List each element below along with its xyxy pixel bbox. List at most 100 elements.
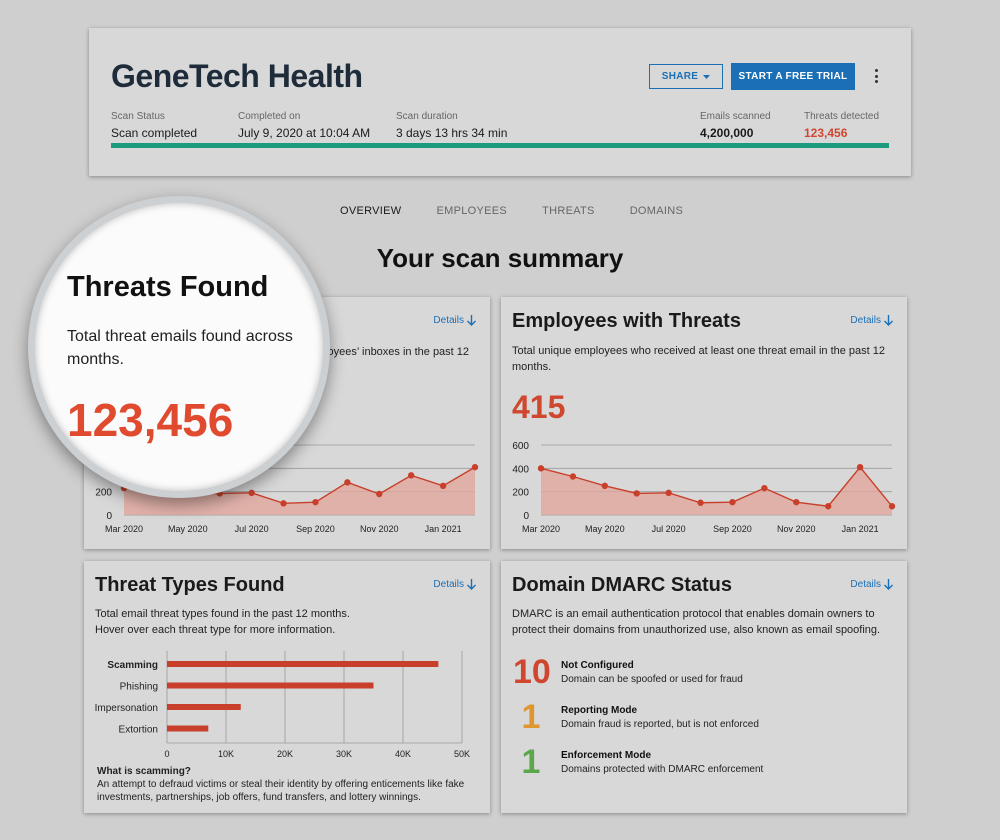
- panel-title: Employees with Threats: [512, 310, 741, 332]
- y-tick-label: 0: [106, 511, 112, 522]
- dmarc-status-panel: Domain DMARC Status Details DMARC is an …: [501, 561, 907, 813]
- share-label: SHARE: [661, 71, 699, 82]
- bar: [167, 682, 374, 689]
- scan-header-card: GeneTech Health SHARE START A FREE TRIAL…: [89, 28, 911, 176]
- y-tick-label: 400: [512, 464, 529, 475]
- overview-tabs: OVERVIEW EMPLOYEES THREATS DOMAINS: [340, 205, 718, 217]
- tab-overview[interactable]: OVERVIEW: [340, 205, 402, 217]
- magnifier-lens: Threats Found Total threat emails found …: [35, 203, 323, 491]
- share-button[interactable]: SHARE: [649, 64, 723, 89]
- dmarc-status-title: Not Configured: [561, 660, 634, 671]
- x-tick-label: Nov 2020: [360, 524, 399, 534]
- arrow-down-icon: [884, 315, 893, 326]
- scamming-explanation-title: What is scamming?: [97, 766, 191, 777]
- bar: [167, 704, 241, 710]
- details-label: Details: [850, 315, 881, 326]
- start-free-trial-button[interactable]: START A FREE TRIAL: [731, 63, 855, 90]
- panel-description: Total unique employees who received at l…: [512, 345, 886, 373]
- magnifier-callout: Threats Found Total threat emails found …: [28, 196, 330, 498]
- panel-description: DMARC is an email authentication protoco…: [512, 608, 881, 636]
- data-point: [729, 498, 736, 506]
- x-tick-label: Mar 2020: [105, 524, 143, 534]
- data-point: [856, 463, 864, 471]
- panel-description: Total email threat types found in the pa…: [95, 608, 350, 636]
- stat-value: Scan completed: [111, 126, 198, 140]
- details-link[interactable]: Details: [850, 579, 893, 590]
- x-tick-label: 50K: [454, 749, 470, 759]
- stat-label: Threats detected: [804, 111, 880, 122]
- dmarc-status-desc: Domain fraud is reported, but is not enf…: [561, 719, 759, 730]
- threat-types-panel: Threat Types Found Details Total email t…: [84, 561, 490, 813]
- dmarc-status-title: Enforcement Mode: [561, 750, 652, 761]
- x-tick-label: Jul 2020: [235, 524, 269, 534]
- x-tick-label: Jan 2021: [842, 524, 879, 534]
- category-label: Extortion: [119, 725, 158, 736]
- bar: [167, 725, 209, 732]
- tab-employees[interactable]: EMPLOYEES: [436, 205, 508, 217]
- x-tick-label: 40K: [395, 749, 411, 759]
- stat-value: 3 days 13 hrs 34 min: [396, 126, 508, 140]
- x-tick-label: 0: [164, 749, 169, 759]
- stat-label: Completed on: [238, 111, 301, 122]
- dmarc-count: 1: [521, 698, 541, 736]
- stat-scan-status: Scan Status Scan completed: [111, 111, 197, 140]
- arrow-down-icon: [467, 315, 476, 326]
- area-fill: [124, 467, 475, 515]
- y-tick-label: 200: [512, 488, 529, 499]
- category-label: Phishing: [120, 682, 158, 693]
- panel-title: Domain DMARC Status: [512, 574, 733, 596]
- data-point: [407, 472, 415, 479]
- stat-value: July 9, 2020 at 10:04 AM: [238, 126, 371, 140]
- dmarc-enforcement-mode: 1 Enforcement Mode Domains protected with…: [513, 743, 764, 782]
- y-tick-label: 200: [95, 488, 112, 499]
- panel-title: Threat Types Found: [95, 574, 285, 596]
- data-point: [344, 479, 351, 486]
- x-tick-label: Sep 2020: [713, 524, 752, 534]
- employees-count: 415: [512, 389, 566, 425]
- data-point: [761, 484, 768, 492]
- data-point: [793, 498, 800, 506]
- threats-found-title: Threats Found: [67, 271, 269, 303]
- more-options-icon[interactable]: [871, 66, 881, 86]
- data-point: [439, 482, 447, 490]
- company-name: GeneTech Health: [111, 58, 363, 94]
- series-line: [540, 466, 893, 507]
- details-link[interactable]: Details: [850, 315, 893, 326]
- details-link[interactable]: Details: [433, 579, 476, 590]
- threats-found-count: 123,456: [67, 394, 234, 446]
- data-point: [569, 473, 577, 480]
- threats-found-description: Total threat emails found across months.: [67, 328, 293, 368]
- scan-progress-bar: [111, 143, 889, 148]
- area-fill: [541, 467, 892, 515]
- dmarc-reporting-mode: 1 Reporting Mode Domain fraud is reported…: [513, 698, 759, 737]
- stat-scan-duration: Scan duration 3 days 13 hrs 34 min: [396, 111, 507, 140]
- data-point: [248, 489, 255, 497]
- details-label: Details: [433, 315, 464, 326]
- data-point: [312, 498, 319, 506]
- data-point: [601, 482, 609, 490]
- bar: [167, 661, 439, 667]
- details-label: Details: [850, 579, 881, 590]
- stat-completed-on: Completed on July 9, 2020 at 10:04 AM: [238, 111, 370, 140]
- x-tick-label: 30K: [336, 749, 352, 759]
- data-point: [888, 503, 896, 510]
- y-tick-label: 600: [512, 441, 529, 452]
- dmarc-not-configured: 10 Not Configured Domain can be spoofed o…: [513, 653, 743, 692]
- stat-label: Emails scanned: [700, 111, 771, 122]
- x-tick-label: Jul 2020: [652, 524, 686, 534]
- tab-domains[interactable]: DOMAINS: [629, 205, 684, 217]
- data-point: [697, 499, 704, 506]
- x-tick-label: May 2020: [585, 524, 625, 534]
- details-link[interactable]: Details: [433, 315, 476, 326]
- data-point: [537, 465, 545, 472]
- x-tick-label: 10K: [218, 749, 234, 759]
- section-title: Your scan summary: [376, 243, 624, 273]
- category-label: Scamming: [107, 660, 158, 671]
- y-tick-label: 0: [523, 511, 529, 522]
- dmarc-status-desc: Domain can be spoofed or used for fraud: [561, 674, 743, 685]
- data-point: [665, 489, 672, 497]
- x-tick-label: Nov 2020: [777, 524, 816, 534]
- data-point: [376, 490, 383, 498]
- tab-threats[interactable]: THREATS: [542, 205, 595, 217]
- dmarc-status-title: Reporting Mode: [561, 705, 638, 716]
